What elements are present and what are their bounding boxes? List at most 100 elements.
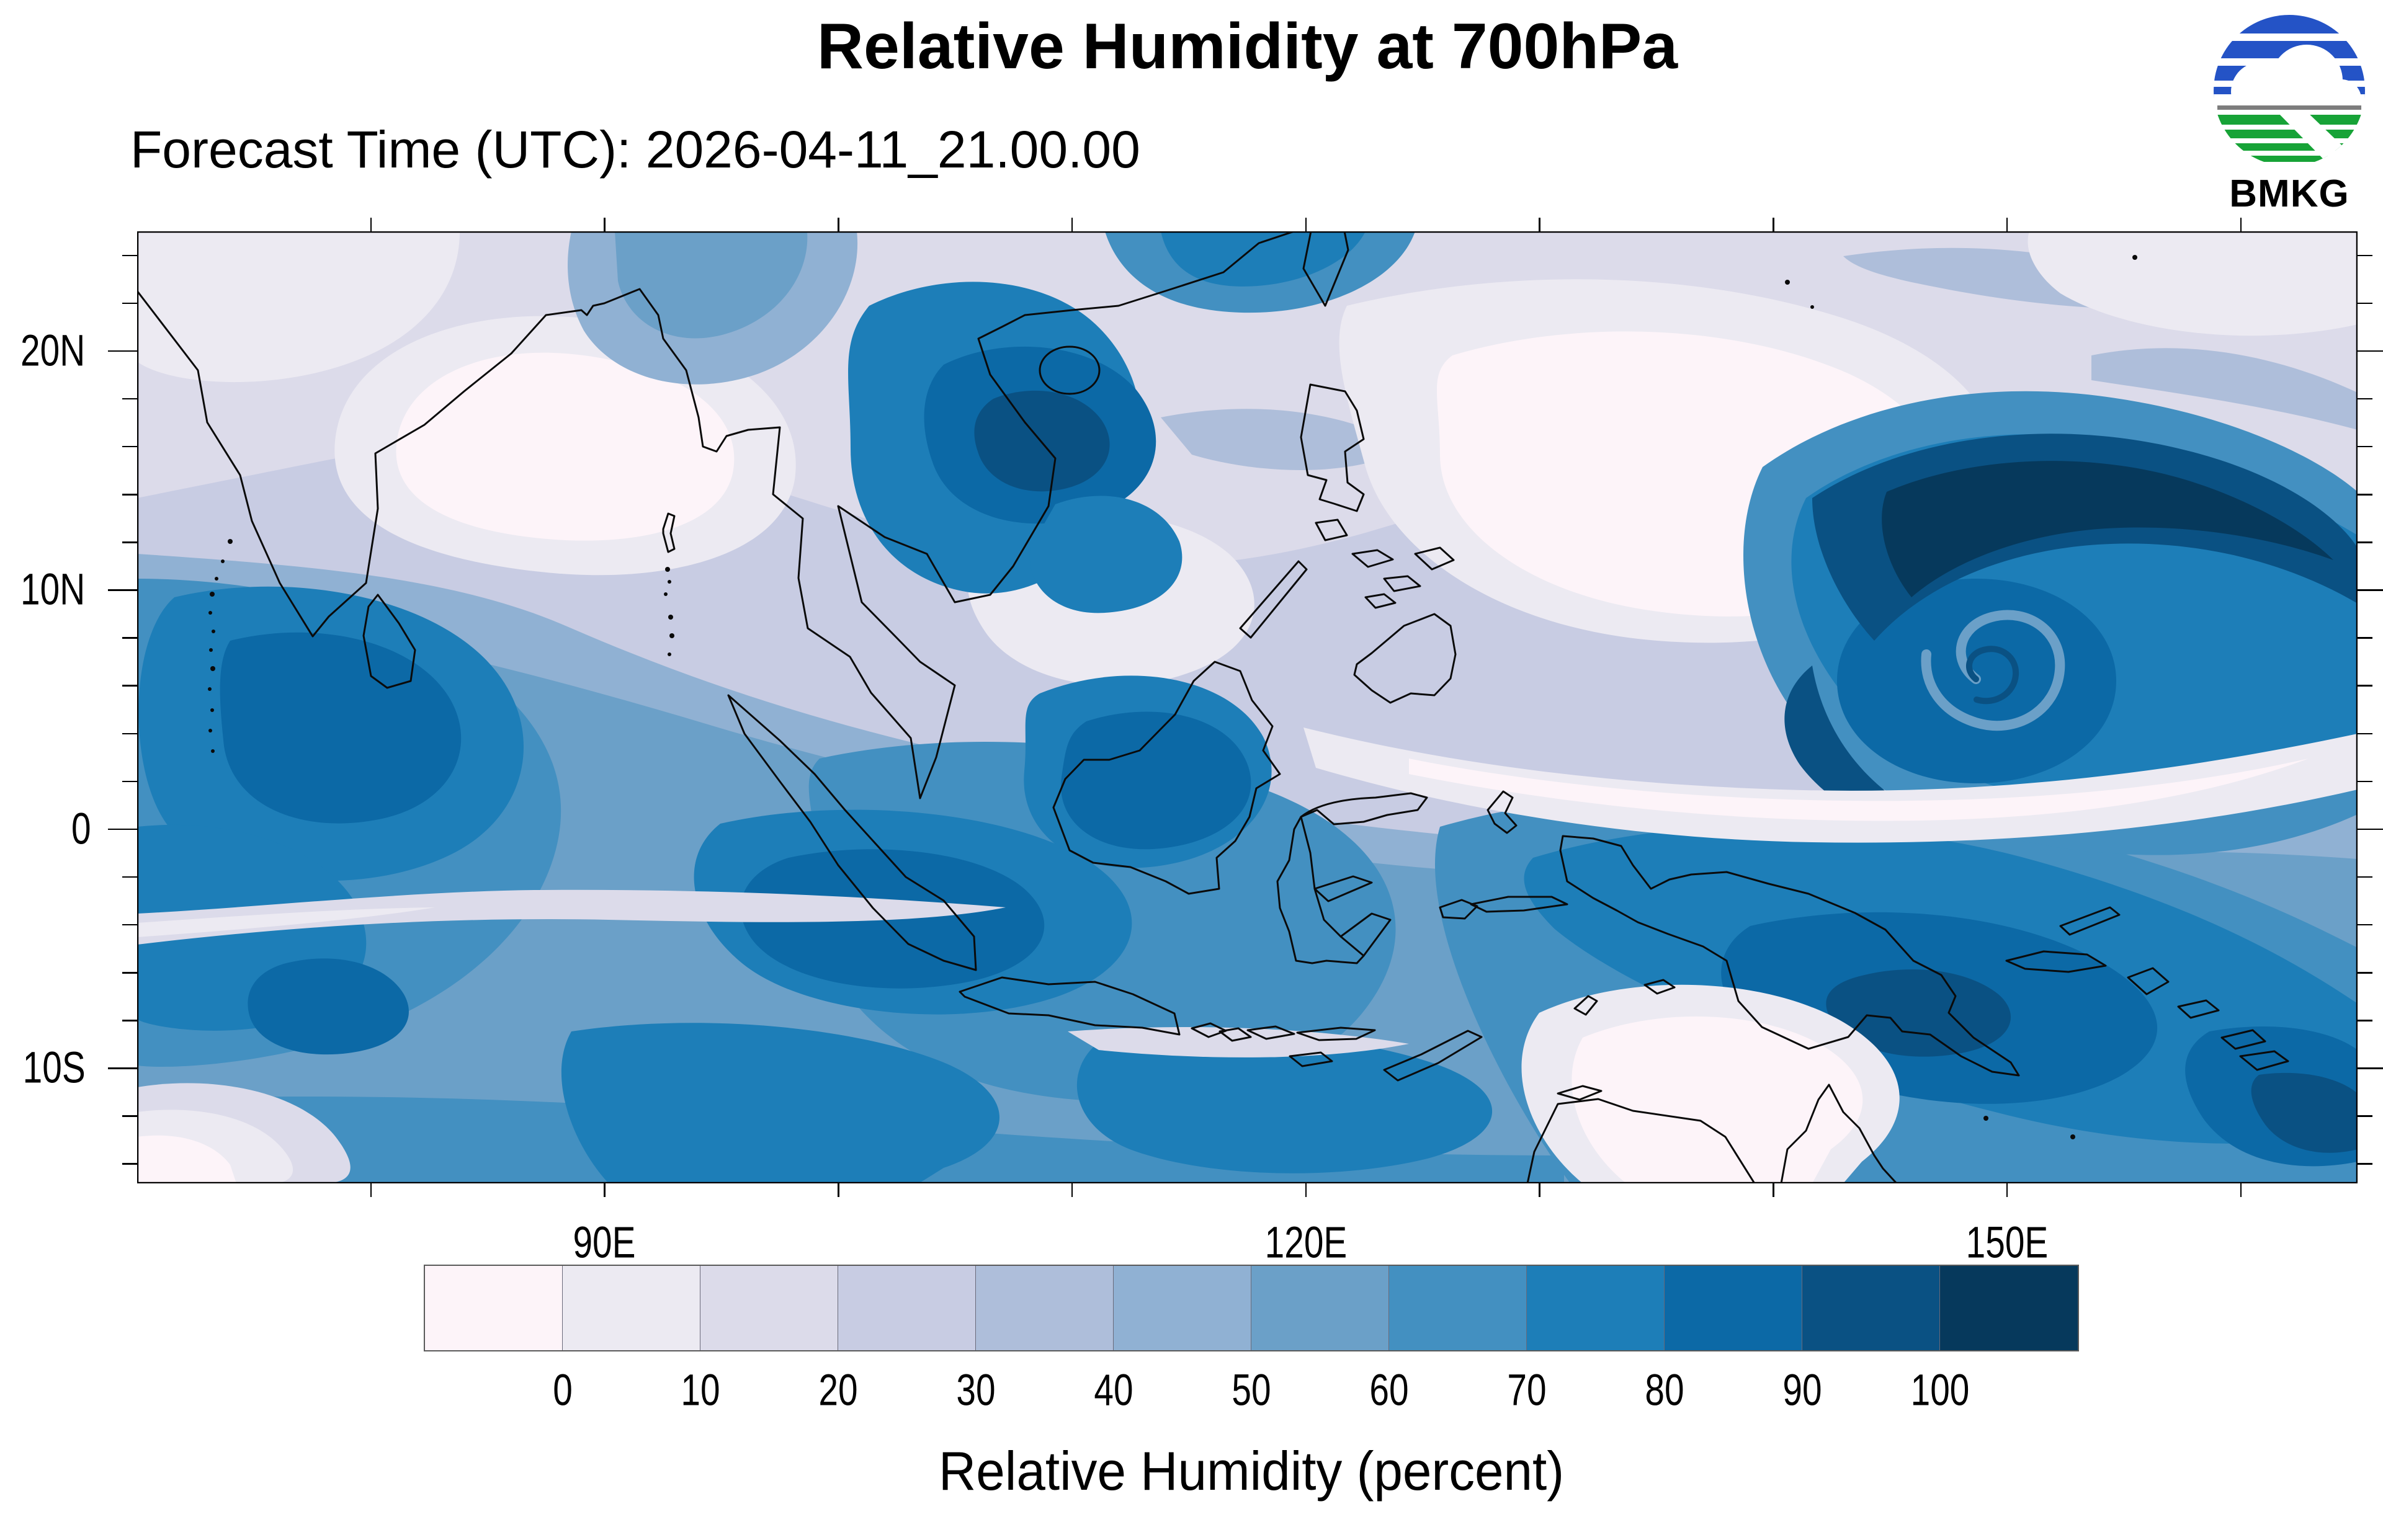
bmkg-logo-text: BMKG: [2229, 172, 2349, 215]
latitude-tick: [122, 972, 137, 974]
colorbar-title: Relative Humidity (percent): [938, 1440, 1565, 1502]
colorbar-cell: [1665, 1266, 1802, 1350]
coastline-sri-lanka: [362, 594, 416, 689]
latitude-tick: [122, 876, 137, 878]
colorbar-cell: [425, 1266, 563, 1350]
colorbar-tick-label: 60: [1369, 1366, 1409, 1415]
coastline-australia-arnhem: [1526, 1098, 1756, 1185]
colorbar-cell: [976, 1266, 1114, 1350]
latitude-tick: [2358, 302, 2372, 305]
colorbar-tick-label: 90: [1782, 1366, 1822, 1415]
latitude-tick: [2358, 541, 2372, 543]
colorbar-cell: [838, 1266, 976, 1350]
latitude-tick: [2358, 1020, 2372, 1021]
colorbar-cell: [1251, 1266, 1389, 1350]
coastline-asia-mainland: [136, 230, 1295, 799]
latitude-tick-label: 10S: [22, 1043, 86, 1093]
longitude-tick: [1305, 1183, 1307, 1197]
colorbar-cell: [1802, 1266, 1940, 1350]
colorbar-tick-label: 0: [553, 1366, 573, 1415]
latitude-tick: [122, 254, 137, 257]
latitude-tick: [122, 685, 137, 687]
bmkg-logo: BMKG: [2206, 14, 2372, 216]
longitude-tick: [2240, 1183, 2242, 1197]
coastline-timor: [1383, 1030, 1483, 1082]
map-area: [136, 230, 2358, 1185]
longitude-tick: [370, 218, 372, 231]
latitude-tick: [122, 398, 137, 400]
bmkg-sphere-icon: [2214, 15, 2365, 166]
latitude-tick: [2358, 924, 2372, 926]
longitude-tick: [2006, 218, 2008, 231]
coastline-halmahera: [1487, 790, 1518, 834]
colorbar-cell: [1114, 1266, 1251, 1350]
latitude-tick: [2358, 637, 2372, 639]
latitude-tick: [122, 541, 137, 543]
latitude-tick: [122, 637, 137, 639]
map-frame: [136, 231, 2358, 1184]
latitude-tick: [2358, 350, 2383, 352]
latitude-tick: [122, 1020, 137, 1021]
latitude-tick: [2358, 876, 2372, 878]
latitude-tick: [108, 1067, 137, 1069]
colorbar-cell: [1527, 1266, 1665, 1350]
longitude-tick: [838, 218, 839, 231]
coastline-mindanao: [1353, 613, 1457, 704]
latitude-tick: [108, 828, 137, 830]
humidity-contour-map: [136, 230, 2358, 1185]
latitude-tick: [122, 732, 137, 735]
contour-field: [137, 231, 2358, 1183]
colorbar-tick-label: 10: [681, 1366, 720, 1415]
latitude-tick: [2358, 1067, 2383, 1069]
longitude-tick: [1305, 218, 1307, 231]
latitude-tick: [2358, 494, 2372, 496]
longitude-tick: [1071, 1183, 1073, 1197]
latitude-tick: [2358, 972, 2372, 974]
longitude-tick: [1539, 218, 1540, 231]
latitude-tick: [2358, 254, 2372, 257]
coastline-australia-capeyork: [1780, 1084, 1898, 1185]
latitude-tick: [2358, 828, 2383, 830]
colorbar-tick-label: 100: [1910, 1366, 1970, 1415]
colorbar-tick-label: 80: [1645, 1366, 1684, 1415]
coastline-seram-buru: [1439, 896, 1568, 920]
longitude-tick: [1071, 218, 1073, 231]
coastline-new-guinea: [1559, 835, 2020, 1077]
colorbar-cell: [1389, 1266, 1527, 1350]
colorbar-cell: [1940, 1266, 2078, 1350]
coastline-sulawesi: [1276, 816, 1365, 964]
colorbar: [424, 1265, 2079, 1351]
longitude-tick: [370, 1183, 372, 1197]
coastline-java: [959, 976, 1181, 1036]
coastline-mindoro-visayas: [1315, 519, 1455, 609]
longitude-tick: [2240, 218, 2242, 231]
latitude-tick: [122, 494, 137, 496]
coastline-flores-sumba: [1289, 1026, 1376, 1067]
coastline-luzon: [1300, 383, 1365, 512]
latitude-tick: [2358, 780, 2372, 783]
forecast-time-label: Forecast Time (UTC): 2026-04-11_21.00.00: [130, 120, 1140, 179]
coastline-andaman: [662, 512, 676, 553]
latitude-tick: [122, 302, 137, 305]
latitude-tick: [2358, 1163, 2372, 1165]
latitude-tick: [122, 1115, 137, 1117]
latitude-tick: [2358, 732, 2372, 735]
colorbar-tick-label: 70: [1507, 1366, 1547, 1415]
coastline-melville: [1557, 1085, 1603, 1101]
coastline-palawan: [1239, 560, 1308, 639]
coastline-sumatra: [727, 694, 977, 971]
longitude-tick-label: 90E: [573, 1218, 637, 1268]
coastline-bali-lombok: [1191, 1022, 1295, 1042]
latitude-tick: [2358, 589, 2383, 591]
latitude-tick: [108, 589, 137, 591]
colorbar-cell: [700, 1266, 838, 1350]
page-title: Relative Humidity at 700hPa: [816, 11, 1678, 82]
latitude-tick: [108, 350, 137, 352]
longitude-tick-label: 150E: [1965, 1218, 2049, 1268]
longitude-tick: [1773, 1183, 1774, 1197]
latitude-tick: [122, 445, 137, 448]
latitude-tick-label: 20N: [20, 326, 85, 376]
longitude-tick: [1773, 218, 1774, 231]
latitude-tick: [2358, 685, 2372, 687]
